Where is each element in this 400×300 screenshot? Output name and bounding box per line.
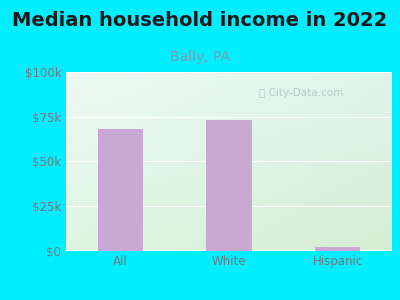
Bar — [315, 247, 360, 250]
Bar — [206, 120, 252, 250]
Text: ⓘ City-Data.com: ⓘ City-Data.com — [258, 88, 343, 98]
Text: Median household income in 2022: Median household income in 2022 — [12, 11, 388, 29]
Text: Bally, PA: Bally, PA — [170, 50, 230, 64]
Bar — [98, 129, 143, 250]
